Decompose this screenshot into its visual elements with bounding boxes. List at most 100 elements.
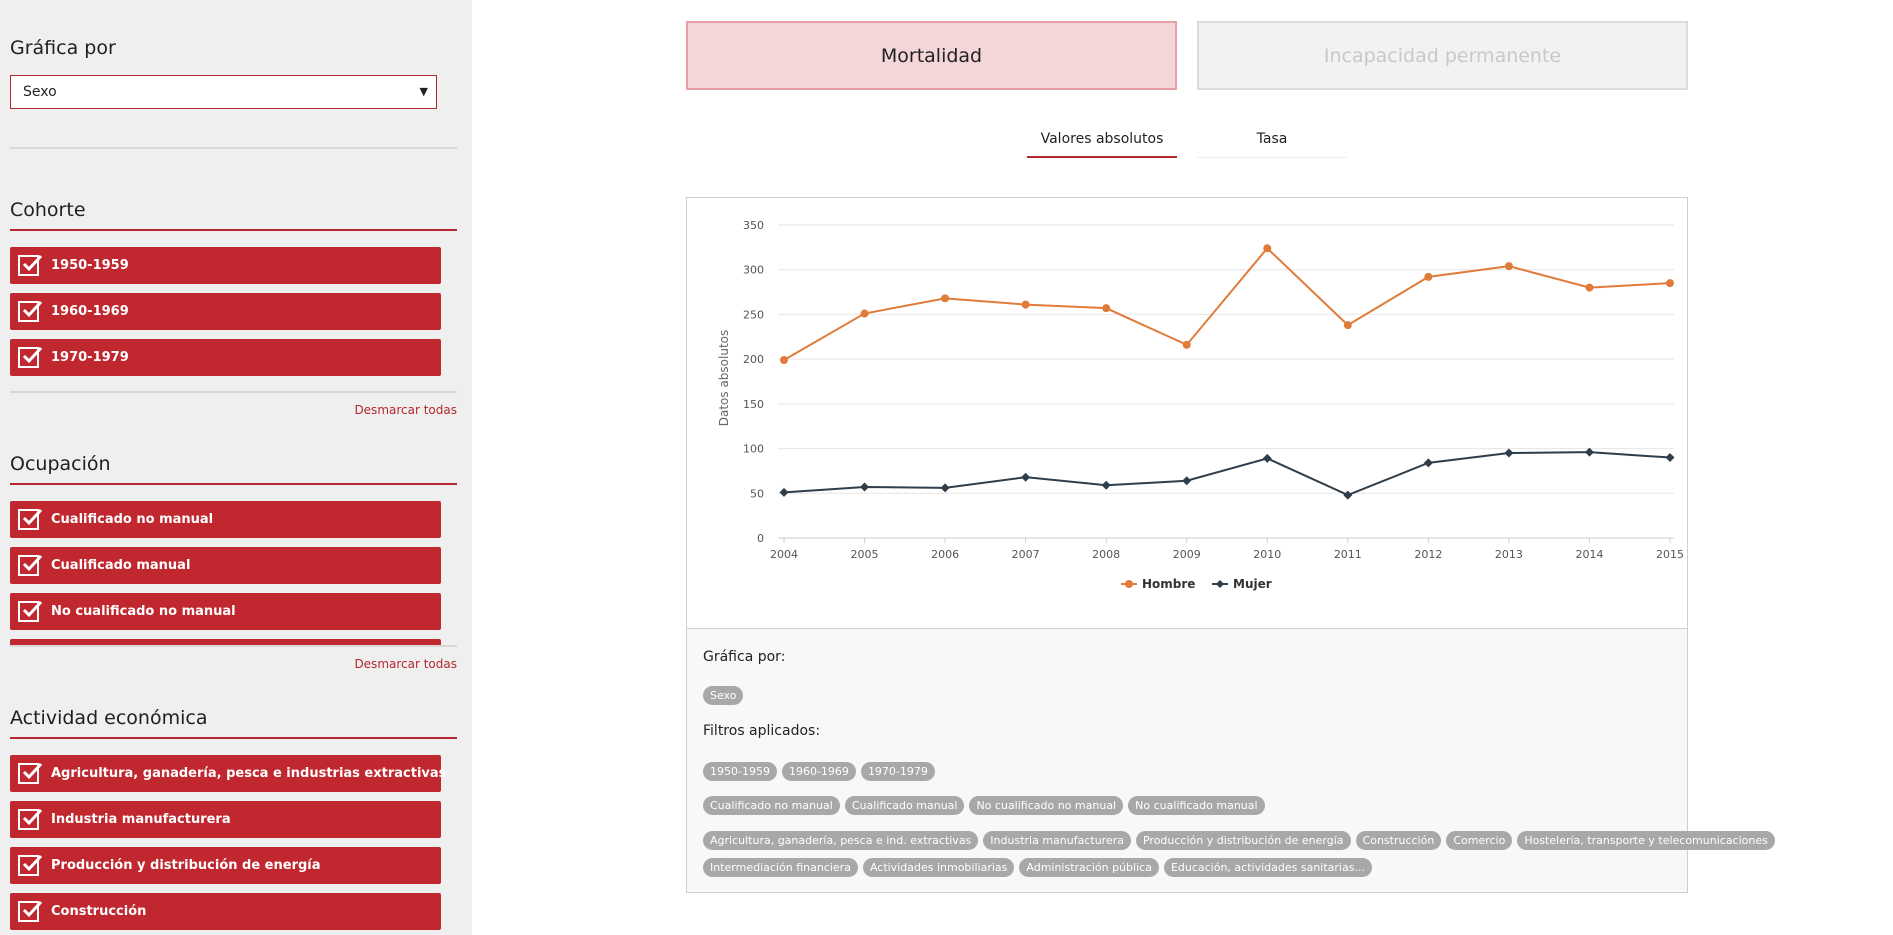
checkbox-checked-icon (18, 554, 43, 576)
x-tick-label: 2006 (931, 548, 959, 561)
ocupacion-heading: Ocupación (10, 453, 111, 475)
tab-mortalidad[interactable]: Mortalidad (686, 21, 1177, 90)
x-axis-ticks: 2004 2005 2006 2007 2008 2009 2010 2011 2012 2013… (770, 538, 1684, 561)
checkbox-checked-icon (18, 508, 43, 530)
filter-sidebar: Gráfica por Sexo ▼ Cohorte 1950-1959 196… (0, 0, 472, 935)
ocupacion-checkbox-4[interactable] (10, 639, 441, 647)
data-point[interactable] (1424, 272, 1433, 281)
data-point[interactable] (1021, 472, 1031, 482)
divider (10, 391, 457, 393)
chip: Educación, actividades sanitarias... (1163, 858, 1372, 877)
chip: Construcción (1355, 831, 1442, 850)
data-point[interactable] (1262, 453, 1272, 463)
data-point[interactable] (1263, 244, 1272, 253)
cohorte-chips: 1950-1959 1960-1969 1970-1979 (703, 760, 940, 781)
data-point[interactable] (1584, 447, 1594, 457)
data-point[interactable] (780, 356, 788, 365)
cohorte-checkbox-1960[interactable]: 1960-1969 (10, 293, 441, 330)
chart-legend[interactable]: Hombre Mujer (1121, 577, 1272, 591)
chart-series (779, 244, 1675, 500)
ocupacion-checkbox-1[interactable]: Cualificado no manual (10, 501, 441, 538)
actividad-checkbox-1[interactable]: Agricultura, ganadería, pesca e industri… (10, 755, 446, 792)
tab-incapacidad-permanente[interactable]: Incapacidad permanente (1197, 21, 1688, 90)
data-point[interactable] (1585, 283, 1594, 292)
series-line-mujer (783, 451, 1671, 497)
ocupacion-label: No cualificado no manual (51, 604, 236, 619)
x-tick-label: 2007 (1012, 548, 1040, 561)
checkbox-checked-icon (18, 900, 43, 922)
actividad-checkbox-3[interactable]: Producción y distribución de energía (10, 847, 441, 884)
cohorte-clear-link[interactable]: Desmarcar todas (354, 403, 457, 417)
x-tick-label: 2011 (1334, 548, 1362, 561)
chip: Hostelería, transporte y telecomunicacio… (1517, 831, 1775, 850)
cohorte-checkbox-1950[interactable]: 1950-1959 (10, 247, 441, 284)
checkbox-checked-icon (18, 808, 43, 830)
chip: Intermediación financiera (703, 858, 858, 877)
data-point[interactable] (1665, 453, 1675, 463)
x-tick-label: 2010 (1253, 548, 1281, 561)
x-tick-label: 2008 (1092, 548, 1120, 561)
chip: 1970-1979 (860, 762, 935, 781)
ocupacion-clear-link[interactable]: Desmarcar todas (354, 657, 457, 671)
data-point[interactable] (941, 294, 950, 303)
x-tick-label: 2014 (1575, 548, 1603, 561)
actividad-label: Industria manufacturera (51, 812, 231, 827)
chip: Industria manufacturera (983, 831, 1131, 850)
chip: No cualificado manual (1128, 796, 1265, 815)
checkbox-checked-icon (18, 346, 43, 368)
cohorte-checkbox-1970[interactable]: 1970-1979 (10, 339, 441, 376)
data-point[interactable] (860, 482, 870, 492)
data-point[interactable] (1101, 480, 1111, 490)
legend-label[interactable]: Hombre (1142, 577, 1195, 591)
actividad-heading: Actividad económica (10, 707, 208, 729)
chip: Comercio (1446, 831, 1513, 850)
subtab-valores-absolutos[interactable]: Valores absolutos (1027, 127, 1177, 158)
checkbox-checked-icon (18, 300, 43, 322)
data-point[interactable] (1504, 448, 1514, 458)
x-tick-label: 2013 (1495, 548, 1523, 561)
graph-by-select[interactable]: Sexo ▼ (10, 75, 437, 109)
data-point[interactable] (1343, 490, 1353, 500)
actividad-chips-row-1: Agricultura, ganadería, pesca e ind. ext… (703, 829, 1780, 850)
chart-grid (778, 224, 1674, 539)
legend-label[interactable]: Mujer (1233, 577, 1272, 591)
info-panel: Gráfica por: Sexo Filtros aplicados: 195… (686, 629, 1775, 893)
cohorte-label: 1950-1959 (51, 258, 129, 273)
data-point[interactable] (1182, 340, 1191, 349)
subtab-tasa[interactable]: Tasa (1197, 127, 1347, 158)
x-tick-label: 2005 (851, 548, 879, 561)
chart-panel: 0 50 100 150 200 250 300 350 2004 2005 2006 2007 20… (686, 197, 1688, 629)
data-point[interactable] (1182, 476, 1192, 486)
checkbox-checked-icon (18, 254, 43, 276)
data-point[interactable] (779, 487, 789, 497)
ocupacion-checkbox-3[interactable]: No cualificado no manual (10, 593, 441, 630)
data-point[interactable] (940, 483, 950, 493)
y-axis-ticks: 0 50 100 150 200 250 300 350 (743, 219, 764, 545)
data-point[interactable] (1504, 262, 1513, 271)
y-axis-label: Datos absolutos (717, 330, 731, 427)
ocupacion-checkbox-2[interactable]: Cualificado manual (10, 547, 441, 584)
chip: 1950-1959 (703, 762, 777, 781)
data-point[interactable] (860, 309, 869, 318)
cohorte-heading: Cohorte (10, 199, 86, 221)
data-point[interactable] (1343, 321, 1352, 330)
data-point[interactable] (1021, 300, 1030, 309)
y-tick-label: 250 (743, 308, 764, 321)
y-tick-label: 50 (750, 487, 764, 500)
cohorte-label: 1960-1969 (51, 304, 129, 319)
data-point[interactable] (1102, 304, 1111, 313)
checkbox-checked-icon (18, 600, 43, 622)
x-tick-label: 2015 (1656, 548, 1684, 561)
actividad-checkbox-2[interactable]: Industria manufacturera (10, 801, 441, 838)
actividad-label: Agricultura, ganadería, pesca e industri… (51, 766, 447, 781)
chip: Administración pública (1019, 858, 1159, 877)
chevron-down-icon: ▼ (419, 85, 428, 98)
data-point[interactable] (1423, 458, 1433, 468)
cohorte-list: 1950-1959 1960-1969 1970-1979 (10, 247, 457, 394)
data-point[interactable] (1666, 279, 1674, 288)
actividad-checkbox-4[interactable]: Construcción (10, 893, 441, 930)
cohorte-label: 1970-1979 (51, 350, 129, 365)
actividad-chips-row-2: Intermediación financiera Actividades inm… (703, 856, 1377, 877)
checkbox-checked-icon (18, 854, 43, 876)
